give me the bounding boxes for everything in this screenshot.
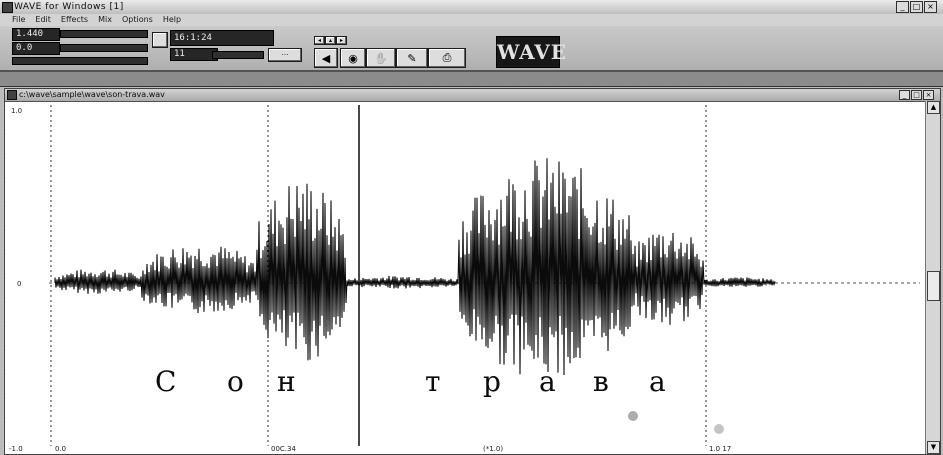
scroll-down-arrow-icon[interactable]: ▼ — [927, 441, 940, 454]
letter-s: С — [155, 365, 176, 398]
scroll-thumb[interactable] — [927, 271, 940, 301]
vertical-scrollbar[interactable]: ▲ ▼ — [925, 101, 940, 454]
time-label-syllable: 00C.34 — [271, 445, 296, 453]
letter-a1: а — [539, 365, 556, 398]
toggle-button[interactable] — [152, 32, 168, 48]
y-label-middle: 0 — [17, 280, 21, 288]
toolbar: 1.440 0.0 16:1:24 11 ··· ◂ ▴ ▸ ◀ ◉ ✋ ✎ ⎙… — [0, 26, 943, 72]
waveform-window: c:\wave\sample\wave\son-trava.wav _ □ × … — [4, 88, 941, 455]
word-trava: т р а в а — [425, 365, 666, 398]
menu-edit[interactable]: Edit — [35, 15, 51, 24]
scan-blemish — [714, 424, 724, 434]
waveform-canvas[interactable]: 1.0 0 -1.0 С о н т р а в а 0.0 00C.34 (*… — [5, 101, 925, 454]
scroll-up-arrow-icon[interactable]: ▲ — [927, 101, 940, 114]
position-readout: 0.0 — [12, 42, 60, 55]
system-menu-icon[interactable] — [2, 2, 13, 13]
time-label-start: 0.0 — [55, 445, 66, 453]
word-son: С о н — [155, 365, 296, 398]
letter-a2: а — [649, 365, 666, 398]
waveform-window-title-bar: c:\wave\sample\wave\son-trava.wav _ □ × — [5, 89, 940, 102]
scan-blemish — [628, 411, 638, 421]
child-maximize-button[interactable]: □ — [911, 90, 922, 100]
level-slider-2[interactable] — [60, 44, 148, 52]
letter-v: в — [593, 365, 609, 398]
y-label-bottom: -1.0 — [9, 445, 23, 453]
zoom-slider[interactable] — [212, 51, 264, 59]
nav-right-small-icon[interactable]: ▸ — [336, 36, 347, 45]
minimize-button[interactable]: _ — [896, 1, 909, 13]
small-readout: 11 — [170, 48, 218, 61]
mode-button[interactable]: ··· — [268, 48, 302, 62]
letter-t: т — [425, 365, 441, 398]
menu-help[interactable]: Help — [162, 15, 182, 24]
y-label-top: 1.0 — [11, 107, 22, 115]
app-title-bar: WAVE for Windows [1] _ □ × — [0, 0, 943, 15]
record-icon[interactable]: ◉ — [340, 48, 366, 68]
time-label-center: (*1.0) — [483, 445, 503, 453]
menu-mix[interactable]: Mix — [98, 15, 112, 24]
app-title: WAVE for Windows [1] — [14, 2, 124, 12]
separator-strip — [0, 72, 943, 87]
time-label-end: 1.0 17 — [709, 445, 731, 453]
nav-left-small-icon[interactable]: ◂ — [314, 36, 325, 45]
document-icon[interactable] — [7, 90, 17, 100]
child-close-button[interactable]: × — [923, 90, 934, 100]
hand-tool-icon[interactable]: ✋ — [366, 48, 396, 68]
menu-file[interactable]: File — [12, 15, 26, 24]
letter-o: о — [227, 365, 244, 398]
waveform-path — [54, 158, 776, 376]
child-window-buttons: _ □ × — [899, 90, 934, 100]
printer-icon[interactable]: ⎙ — [428, 48, 466, 68]
waveform-trace — [54, 158, 776, 376]
nav-up-small-icon[interactable]: ▴ — [325, 36, 336, 45]
menu-effects[interactable]: Effects — [60, 15, 89, 24]
maximize-button[interactable]: □ — [910, 1, 923, 13]
letter-r: р — [483, 365, 501, 398]
pencil-tool-icon[interactable]: ✎ — [396, 48, 428, 68]
wave-logo: WAVE — [496, 36, 566, 68]
counter-readout: 16:1:24 — [170, 30, 274, 46]
letter-n: н — [277, 365, 296, 398]
app-window-buttons: _ □ × — [896, 1, 937, 13]
child-minimize-button[interactable]: _ — [899, 90, 910, 100]
menu-options[interactable]: Options — [121, 15, 153, 24]
time-readout: 1.440 — [12, 28, 60, 41]
scroll-slider[interactable] — [12, 57, 148, 65]
close-button[interactable]: × — [924, 1, 937, 13]
waveform-file-path: c:\wave\sample\wave\son-trava.wav — [19, 90, 165, 99]
level-slider-1[interactable] — [60, 30, 148, 38]
menu-bar: File Edit Effects Mix Options Help — [0, 14, 943, 26]
rewind-icon[interactable]: ◀ — [314, 48, 338, 68]
